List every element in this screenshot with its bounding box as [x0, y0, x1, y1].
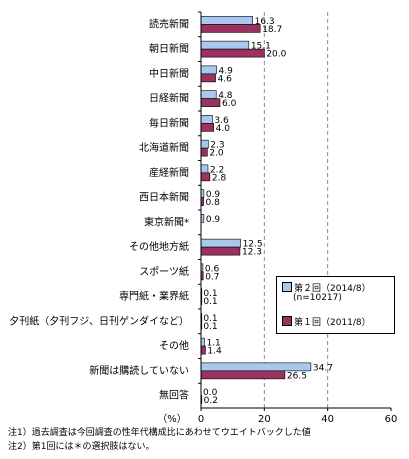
category-label: 無回答: [159, 389, 189, 402]
category-label: 西日本新聞: [139, 191, 189, 204]
data-label-series-2: 0.7: [205, 272, 219, 282]
bar-series-1: [200, 40, 250, 50]
category-label: 新聞は購読していない: [89, 364, 189, 377]
category-label: 日経新聞: [149, 92, 189, 105]
data-label-series-1: 4.9: [219, 66, 234, 76]
data-label-series-1: 16.3: [255, 17, 275, 27]
data-label-series-1: 4.8: [218, 91, 233, 101]
category-label: 夕刊紙（夕刊フジ、日刊ゲンダイなど）: [9, 314, 189, 327]
data-label-series-2: 18.7: [262, 25, 282, 35]
data-label-series-1: 0.1: [203, 289, 217, 299]
bar-series-2: [200, 48, 265, 58]
category-label: 東京新聞*: [144, 215, 189, 228]
data-label-series-1: 3.6: [214, 116, 229, 126]
data-label-series-1: 0.6: [205, 264, 220, 274]
data-label-series-2: 4.0: [216, 124, 231, 134]
legend-sample-size: (n=10217): [293, 293, 342, 303]
category-label: 毎日新聞: [149, 116, 189, 129]
data-label-series-1: 0.0: [203, 388, 218, 398]
data-label-series-2: 4.6: [218, 74, 233, 84]
bar-series-1: [200, 65, 217, 75]
bar-series-2: [200, 98, 221, 107]
bar-series-2: [200, 246, 241, 256]
data-label-series-2: 26.5: [287, 371, 307, 381]
legend-swatch-series-1: [282, 282, 292, 292]
data-label-series-2: 0.1: [203, 322, 217, 332]
category-label: その他: [159, 339, 189, 352]
bar-series-2: [200, 147, 208, 157]
data-label-series-1: 1.1: [206, 339, 220, 349]
category-label: 北海道新聞: [139, 141, 189, 154]
category-label: 朝日新聞: [149, 42, 189, 55]
bar-series-1: [200, 238, 241, 248]
bar-series-2: [200, 345, 206, 355]
data-label-series-2: 20.0: [266, 50, 286, 60]
data-label-series-2: 0.2: [204, 396, 218, 406]
data-label-series-2: 0.8: [206, 198, 221, 208]
data-label-series-2: 6.0: [222, 99, 237, 109]
data-label-series-1: 34.7: [313, 363, 333, 373]
note-2: 注2）第1回には＊の選択肢はない。: [8, 442, 155, 452]
bar-series-1: [200, 90, 217, 99]
bar-series-1: [200, 139, 209, 149]
data-label-series-2: 2.8: [212, 173, 227, 183]
x-tick-label: 40: [321, 414, 334, 425]
data-label-series-1: 0.9: [206, 215, 221, 225]
category-label: その他地方紙: [129, 240, 189, 253]
chart-notes: 注1）過去調査は今回調査の性年代構成比にあわせてウエイトバックした値 注2）第1…: [8, 426, 311, 454]
data-label-series-1: 12.5: [243, 240, 263, 250]
data-label-series-1: 0.1: [203, 314, 217, 324]
bar-series-1: [200, 16, 253, 25]
category-label: 専門紙・業界紙: [119, 290, 189, 303]
bar-series-2: [200, 370, 286, 380]
data-label-series-2: 0.1: [203, 297, 217, 307]
data-label-series-1: 15.1: [251, 42, 271, 52]
legend-label-series-1: 第２回（2014/8）: [294, 284, 371, 294]
bar-series-2: [200, 123, 214, 132]
x-axis-unit-label: （%）: [157, 413, 187, 425]
x-tick-label: 20: [258, 414, 271, 425]
data-label-series-2: 2.0: [209, 149, 224, 159]
legend-swatch-series-2: [282, 316, 292, 326]
category-label: 産経新聞: [149, 166, 189, 179]
category-label: 読売新聞: [149, 17, 189, 30]
data-label-series-1: 2.3: [210, 141, 224, 151]
data-label-series-2: 1.4: [207, 347, 222, 357]
bar-series-1: [200, 115, 213, 124]
x-tick-label: 60: [385, 414, 398, 425]
note-1: 注1）過去調査は今回調査の性年代構成比にあわせてウエイトバックした値: [8, 428, 311, 438]
bar-series-1: [200, 337, 205, 347]
chart-legend: 第２回（2014/8） (n=10217) 第１回（2011/8）: [276, 276, 395, 334]
data-label-series-1: 2.2: [210, 165, 224, 175]
x-tick-label: 0: [198, 414, 204, 425]
bar-series-2: [200, 172, 211, 182]
bar-series-2: [200, 73, 216, 83]
category-label: 中日新聞: [149, 67, 189, 80]
data-label-series-1: 0.9: [206, 190, 221, 200]
bar-series-2: [200, 24, 261, 33]
legend-label-series-2: 第１回（2011/8）: [294, 318, 371, 328]
data-label-series-2: 12.3: [242, 248, 262, 258]
bar-series-1: [200, 164, 209, 174]
bar-series-1: [200, 362, 312, 372]
category-label: スポーツ紙: [139, 265, 189, 278]
